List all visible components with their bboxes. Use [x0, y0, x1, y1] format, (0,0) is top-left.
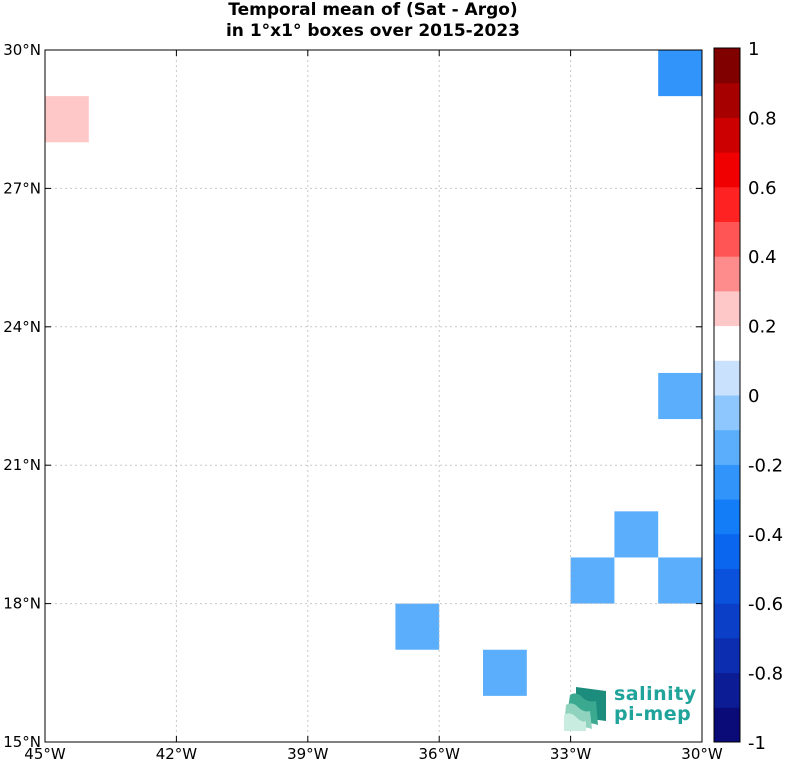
- heatmap-cell: [88, 188, 133, 235]
- colorbar-segment: [714, 637, 740, 674]
- colorbar-segment: [714, 429, 740, 465]
- plot-frame: [44, 49, 703, 743]
- heatmap-cell: [570, 557, 615, 604]
- y-tick-label: 21°N: [3, 456, 41, 474]
- x-tick-label: 42°W: [156, 745, 198, 763]
- y-tick-label: 27°N: [3, 179, 41, 197]
- heatmap-cells: [45, 50, 702, 696]
- colorbar-segment: [714, 499, 740, 535]
- colorbar-segment: [714, 290, 740, 327]
- x-axis-ticks: 45°W 42°W 39°W 36°W 33°W 30°W: [24, 50, 723, 763]
- heatmap-cell: [658, 372, 702, 420]
- colorbar-segment: [714, 82, 740, 118]
- y-tick-label: 24°N: [3, 318, 41, 336]
- colorbar-segment: [714, 152, 740, 188]
- colorbar-tick-label: -0.8: [748, 664, 783, 685]
- heatmap-cell: [176, 50, 221, 97]
- colorbar-segment: [714, 325, 740, 361]
- grid-lines: [45, 50, 702, 742]
- heatmap-cell: [395, 603, 440, 650]
- colorbar-tick-label: -0.2: [748, 455, 783, 476]
- colorbar-segment: [714, 117, 740, 153]
- colorbar-segment: [714, 707, 740, 743]
- colorbar-segment: [714, 221, 740, 257]
- colorbar-segment: [714, 256, 740, 292]
- heatmap-cell: [264, 50, 308, 97]
- colorbar-segment: [714, 360, 740, 396]
- chart-title: Temporal mean of (Sat - Argo) in 1°x1° b…: [0, 0, 746, 42]
- colorbar-tick-label: -0.4: [748, 525, 783, 546]
- colorbar-segment: [714, 533, 740, 569]
- x-tick-label: 33°W: [550, 745, 592, 763]
- heatmap-cell: [176, 280, 221, 327]
- heatmap-cell: [45, 96, 89, 143]
- x-tick-label: 30°W: [681, 745, 723, 763]
- chart-title-line-2: in 1°x1° boxes over 2015-2023: [225, 21, 521, 41]
- x-tick-label: 45°W: [24, 745, 66, 763]
- wave-logo-icon: [564, 687, 606, 734]
- chart-title-line-1: Temporal mean of (Sat - Argo): [228, 0, 518, 20]
- colorbar-segment: [714, 395, 740, 431]
- heatmap-cell: [658, 50, 702, 97]
- colorbar-tick-label: 0.2: [748, 317, 777, 338]
- heatmap-cell: [658, 557, 702, 604]
- colorbar-segment: [714, 568, 740, 604]
- colorbar-tick-label: 0.4: [748, 247, 777, 268]
- heatmap-cell: [614, 511, 659, 558]
- colorbar-tick-label: -1: [748, 733, 766, 754]
- y-axis-ticks: 15°N 18°N 21°N 24°N 27°N 30°N: [3, 41, 702, 751]
- heatmap-cell: [483, 649, 527, 696]
- logo-text-line-2: pi-mep: [614, 703, 692, 725]
- colorbar-segment: [714, 464, 740, 500]
- colorbar-tick-label: 1: [748, 39, 759, 60]
- colorbar-segment: [714, 48, 740, 84]
- x-tick-label: 39°W: [287, 745, 329, 763]
- y-tick-label: 15°N: [3, 733, 41, 751]
- logo-text-line-1: salinity: [614, 683, 697, 705]
- colorbar-segment: [714, 672, 740, 708]
- colorbar-tick-label: 0.8: [748, 108, 777, 129]
- colorbar-tick-label: 0: [748, 386, 759, 407]
- y-tick-label: 30°N: [3, 41, 41, 59]
- colorbar: 1 0.8 0.6 0.4 0.2 0 -0.2 -0.4 -0.6 -0.8 -1: [713, 39, 783, 754]
- colorbar-tick-label: -0.6: [748, 594, 783, 615]
- colorbar-frame: [713, 47, 741, 743]
- colorbar-segment: [714, 603, 740, 639]
- colorbar-tick-label: 0.6: [748, 178, 777, 199]
- y-tick-label: 18°N: [3, 595, 41, 613]
- colorbar-segment: [714, 186, 740, 222]
- salinity-pi-mep-logo: salinity pi-mep: [562, 683, 702, 734]
- x-tick-label: 36°W: [418, 745, 460, 763]
